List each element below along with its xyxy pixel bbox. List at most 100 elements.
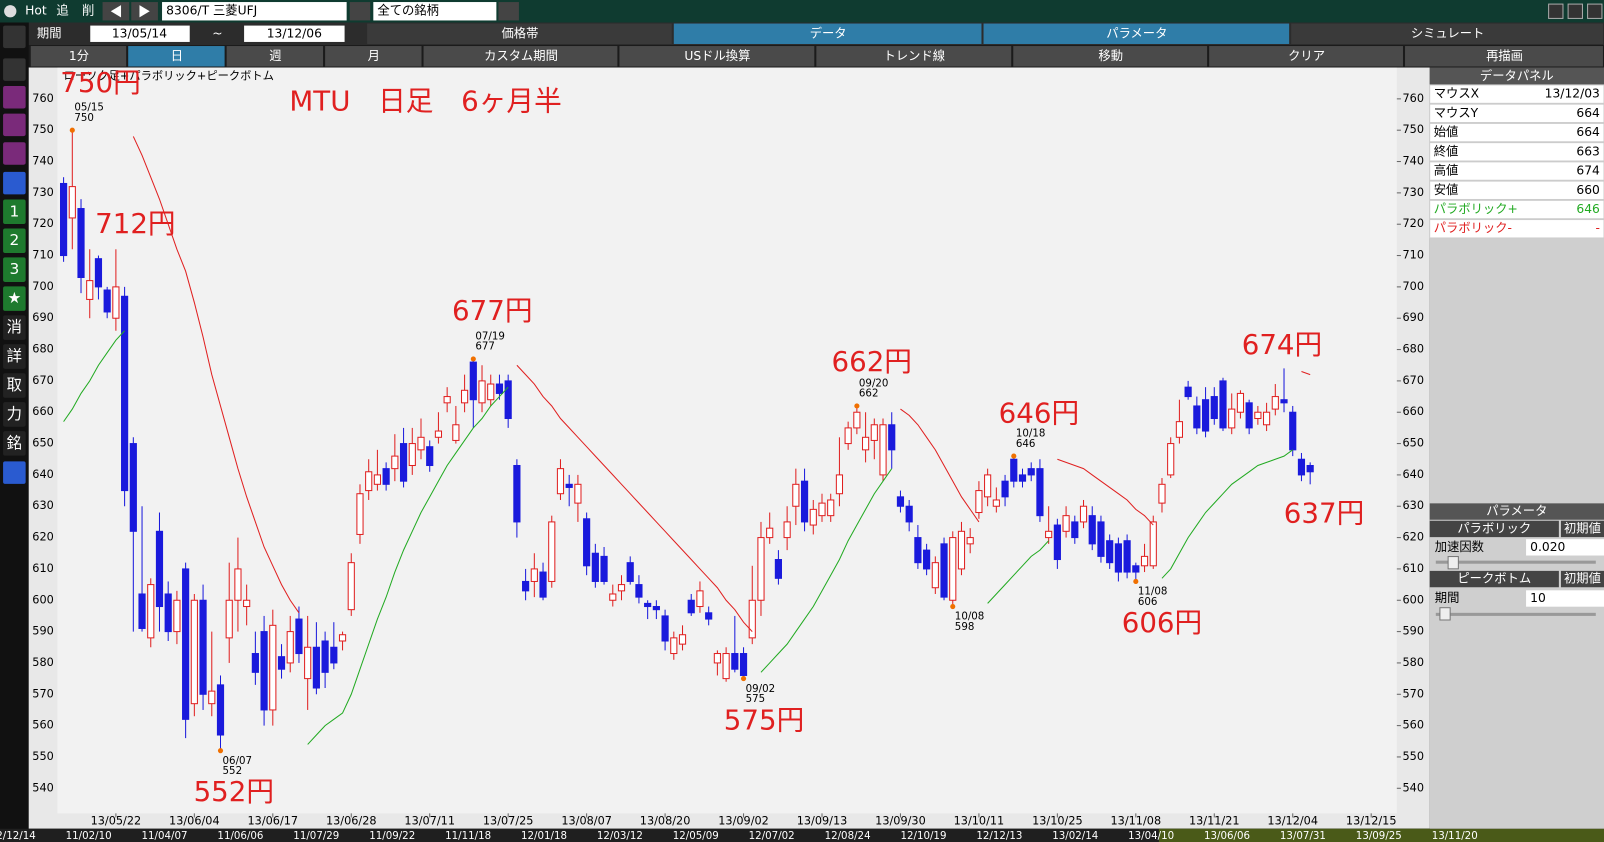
from-box[interactable] xyxy=(90,25,190,42)
peak-marker xyxy=(854,403,860,409)
data-row-value: 646 xyxy=(1576,202,1600,216)
tool-icon[interactable] xyxy=(3,171,26,195)
tool-icon[interactable] xyxy=(3,286,26,311)
candle-body xyxy=(1018,474,1027,482)
data-row-label: 安値 xyxy=(1434,182,1459,197)
y-tick-label: 620 xyxy=(1402,531,1424,544)
tool-icon[interactable] xyxy=(3,142,26,165)
tool-icon[interactable] xyxy=(3,58,26,81)
candle-body xyxy=(923,549,931,570)
overview-date: 11/02/10 xyxy=(66,830,112,842)
delete-button[interactable]: 削 xyxy=(82,4,94,18)
tool-icon-label: 力 xyxy=(7,405,22,423)
button[interactable] xyxy=(816,46,1012,67)
tool-icon[interactable] xyxy=(3,373,26,398)
x-tick-label: 13/12/04 xyxy=(1267,815,1318,828)
reset-button[interactable] xyxy=(1560,520,1604,538)
tool-icon[interactable] xyxy=(3,85,26,109)
close-button[interactable] xyxy=(1587,3,1603,19)
tool-icon[interactable] xyxy=(3,344,26,369)
candle-body xyxy=(888,424,896,451)
group-dropdown[interactable] xyxy=(498,2,519,21)
candle-body xyxy=(940,543,948,598)
candle-body xyxy=(583,518,591,567)
tool-icon[interactable] xyxy=(3,315,26,340)
data-row xyxy=(1429,122,1604,143)
accel-thumb[interactable] xyxy=(1447,556,1459,570)
button[interactable] xyxy=(30,46,127,67)
to-box[interactable] xyxy=(244,25,345,42)
button[interactable] xyxy=(226,46,324,67)
tool-icon[interactable] xyxy=(3,199,26,225)
symbol-dropdown[interactable] xyxy=(349,2,371,21)
tool-icon[interactable] xyxy=(3,257,26,282)
candle-body xyxy=(373,474,382,485)
period-box[interactable] xyxy=(1526,590,1604,607)
symbol-text: 8306/T 三菱UFJ xyxy=(166,4,257,18)
overview-window[interactable] xyxy=(1158,828,1604,842)
maximize-button[interactable] xyxy=(1567,3,1583,19)
button[interactable] xyxy=(423,46,618,67)
price-annotation: 677円 xyxy=(452,294,533,327)
tool-icon-label: 3 xyxy=(9,260,19,278)
y-tick-label: 640 xyxy=(1402,468,1424,481)
candle-body xyxy=(617,584,626,592)
tool-icon[interactable] xyxy=(3,25,26,49)
parabolic-line xyxy=(1057,458,1154,526)
y-tick-label-left: 620 xyxy=(32,531,54,544)
tab[interactable] xyxy=(983,23,1290,44)
y-tick-label-left: 720 xyxy=(32,217,54,230)
symbol-box[interactable] xyxy=(162,2,347,21)
accel-slider[interactable] xyxy=(1435,560,1596,564)
candle-body xyxy=(147,584,155,639)
period-thumb[interactable] xyxy=(1439,607,1451,621)
price-annotation: 662円 xyxy=(831,345,912,378)
y-tick-label-left: 660 xyxy=(32,405,54,418)
overview-date: 11/06/06 xyxy=(217,830,263,842)
button[interactable] xyxy=(1209,46,1403,67)
candle-body xyxy=(426,446,434,467)
group-box[interactable] xyxy=(373,2,497,21)
period-slider[interactable] xyxy=(1435,612,1596,616)
candle-body xyxy=(417,436,425,451)
add-button[interactable]: 追 xyxy=(56,3,68,18)
peak-value: 750 xyxy=(74,112,94,124)
candle-body xyxy=(495,383,504,394)
peak-marker xyxy=(1133,578,1139,585)
button-label: 週 xyxy=(269,49,281,63)
tab[interactable] xyxy=(1291,23,1603,44)
candle-body xyxy=(234,568,242,601)
button[interactable] xyxy=(1013,46,1208,67)
tab[interactable] xyxy=(367,23,672,44)
candle-body xyxy=(870,424,878,441)
button[interactable] xyxy=(325,46,422,67)
button[interactable] xyxy=(619,46,815,67)
accel-box[interactable] xyxy=(1526,539,1604,556)
candle-body xyxy=(1027,468,1035,476)
period-param-label: 期間 xyxy=(1435,591,1460,605)
reset-button[interactable] xyxy=(1560,570,1604,588)
tab[interactable] xyxy=(673,23,982,44)
y-tick-label-left: 590 xyxy=(32,625,54,638)
candle-body xyxy=(365,471,373,492)
data-row-value: 663 xyxy=(1576,144,1599,158)
hot-button[interactable]: Hot xyxy=(25,4,47,18)
candle-body xyxy=(1106,540,1114,564)
price-annotation: 552円 xyxy=(194,775,275,808)
tool-icon[interactable] xyxy=(3,228,26,254)
minimize-button[interactable] xyxy=(1548,3,1564,19)
data-row-label: 終値 xyxy=(1434,143,1459,158)
button[interactable] xyxy=(128,46,225,67)
y-tick-label-left: 540 xyxy=(32,781,54,794)
tool-icon-label: 詳 xyxy=(7,347,22,365)
prev-arrow xyxy=(110,5,122,18)
settings-icon[interactable] xyxy=(3,461,26,484)
candle-body xyxy=(452,424,460,441)
tool-icon[interactable] xyxy=(3,402,26,427)
button[interactable] xyxy=(1405,46,1603,67)
candle-body xyxy=(992,499,1000,507)
tool-icon[interactable] xyxy=(3,113,26,137)
tool-icon[interactable] xyxy=(3,431,26,456)
y-tick-label: 560 xyxy=(1402,719,1424,732)
price-annotation: 637円 xyxy=(1284,497,1365,530)
